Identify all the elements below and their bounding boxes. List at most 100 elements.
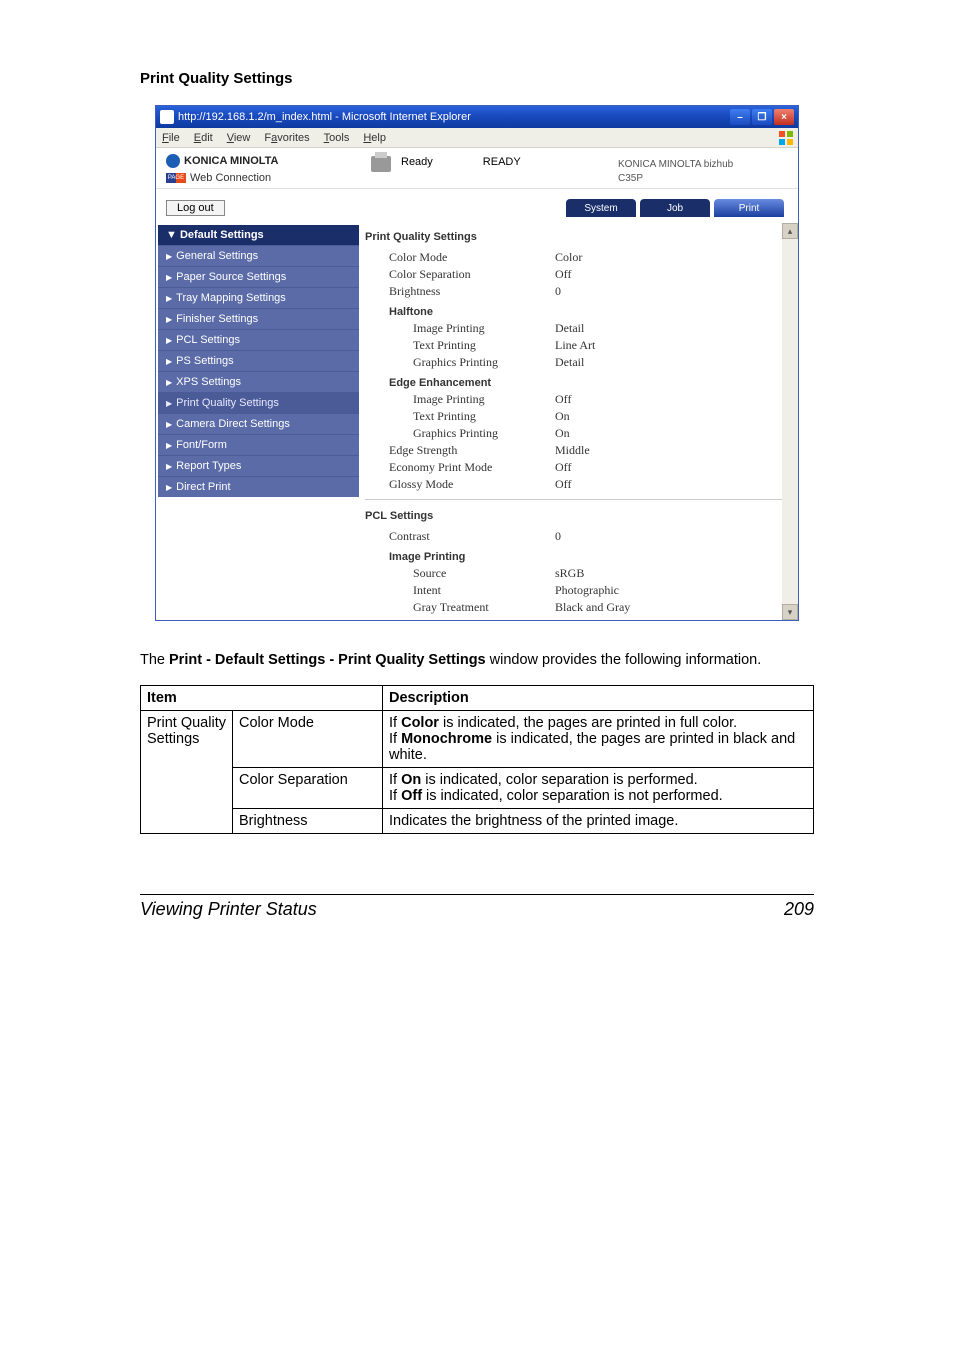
sidebar-item-ps[interactable]: ▶PS Settings <box>158 350 359 371</box>
table-header-item: Item <box>141 685 383 710</box>
row-label: Text Printing <box>365 338 555 353</box>
sidebar-item-label: Direct Print <box>176 481 230 493</box>
sidebar-header[interactable]: ▼ Default Settings <box>158 225 359 245</box>
ready-label: Ready <box>401 156 433 168</box>
row-label: Brightness <box>365 284 555 299</box>
tab-print[interactable]: Print <box>714 199 784 217</box>
window-minimize-button[interactable]: – <box>730 109 750 125</box>
table-header-description: Description <box>383 685 814 710</box>
model-line2: C35P <box>618 172 788 186</box>
tab-job[interactable]: Job <box>640 199 710 217</box>
row-value: Off <box>555 267 788 282</box>
table-row: Print Quality Set­tings Color Mode If Co… <box>141 710 814 767</box>
sidebar-item-label: Tray Mapping Settings <box>176 292 286 304</box>
brand: KONICA MINOLTA <box>166 154 371 168</box>
row-value: On <box>555 409 788 424</box>
sidebar-item-xps[interactable]: ▶XPS Settings <box>158 371 359 392</box>
row-label: Source <box>365 566 555 581</box>
page-banner: KONICA MINOLTA PAGE Web Connection Ready… <box>156 148 798 189</box>
sidebar-item-print-quality[interactable]: ▶Print Quality Settings <box>158 392 359 413</box>
menu-favorites[interactable]: Favorites <box>264 132 309 144</box>
menu-help[interactable]: Help <box>363 132 386 144</box>
table-row: Color Separation If On is indicated, col… <box>141 767 814 808</box>
row-value: 0 <box>555 284 788 299</box>
ready-status: READY <box>483 156 521 168</box>
content-pane: Print Quality Settings Color ModeColor C… <box>361 223 798 620</box>
ie-menubar: File Edit View Favorites Tools Help <box>156 128 798 148</box>
row-label: Contrast <box>365 529 555 544</box>
scroll-up-icon[interactable]: ▴ <box>782 223 798 239</box>
menu-view[interactable]: View <box>227 132 251 144</box>
row-label: Graphics Printing <box>365 355 555 370</box>
row-value: Off <box>555 460 788 475</box>
table-desc-cell: If Color is indicated, the pages are pri… <box>383 710 814 767</box>
sidebar-item-font-form[interactable]: ▶Font/Form <box>158 434 359 455</box>
sidebar-item-camera[interactable]: ▶Camera Direct Settings <box>158 413 359 434</box>
menu-edit[interactable]: Edit <box>194 132 213 144</box>
row-label: Edge Strength <box>365 443 555 458</box>
body-paragraph: The Print - Default Settings - Print Qua… <box>140 651 814 671</box>
para-bold: Print - Default Settings - Print Quality… <box>169 652 486 668</box>
sidebar-item-label: Finisher Settings <box>176 313 258 325</box>
sidebar-item-pcl[interactable]: ▶PCL Settings <box>158 329 359 350</box>
logout-button[interactable]: Log out <box>166 200 225 216</box>
description-table: Item Description Print Quality Set­tings… <box>140 685 814 834</box>
pq-section-title: Print Quality Settings <box>365 227 788 249</box>
edge-subhead: Edge Enhancement <box>365 371 788 391</box>
sidebar-item-label: Camera Direct Settings <box>176 418 290 430</box>
row-value: sRGB <box>555 566 788 581</box>
row-label: Image Printing <box>365 321 555 336</box>
sidebar-item-tray-mapping[interactable]: ▶Tray Mapping Settings <box>158 287 359 308</box>
row-value: Detail <box>555 355 788 370</box>
sidebar-item-label: Print Quality Settings <box>176 397 279 409</box>
table-desc-cell: Indicates the brightness of the printed … <box>383 808 814 833</box>
row-label: Color Mode <box>365 250 555 265</box>
page-heading: Print Quality Settings <box>140 70 814 87</box>
row-value: On <box>555 426 788 441</box>
halftone-subhead: Halftone <box>365 300 788 320</box>
model-line1: KONICA MINOLTA bizhub <box>618 158 788 172</box>
menu-tools[interactable]: Tools <box>324 132 350 144</box>
tab-system[interactable]: System <box>566 199 636 217</box>
sidebar-item-label: General Settings <box>176 250 258 262</box>
scroll-down-icon[interactable]: ▾ <box>782 604 798 620</box>
window-maximize-button[interactable]: ❐ <box>752 109 772 125</box>
row-value: Middle <box>555 443 788 458</box>
menu-file[interactable]: File <box>162 132 180 144</box>
row-label: Text Printing <box>365 409 555 424</box>
window-close-button[interactable]: × <box>774 109 794 125</box>
para-text: The <box>140 652 169 668</box>
row-value: Off <box>555 392 788 407</box>
sidebar-item-finisher[interactable]: ▶Finisher Settings <box>158 308 359 329</box>
row-value: Line Art <box>555 338 788 353</box>
row-label: Image Printing <box>365 392 555 407</box>
ie-window: http://192.168.1.2/m_index.html - Micros… <box>155 105 799 621</box>
row-label: Economy Print Mode <box>365 460 555 475</box>
row-label: Graphics Printing <box>365 426 555 441</box>
window-title: http://192.168.1.2/m_index.html - Micros… <box>178 111 730 123</box>
row-value: Detail <box>555 321 788 336</box>
para-text: window provides the following informatio… <box>486 652 762 668</box>
row-value: 0 <box>555 529 788 544</box>
ie-titlebar: http://192.168.1.2/m_index.html - Micros… <box>156 106 798 128</box>
sidebar-item-general[interactable]: ▶General Settings <box>158 245 359 266</box>
table-group-cell: Print Quality Set­tings <box>141 710 233 833</box>
footer-page-number: 209 <box>784 899 814 920</box>
sidebar-item-report[interactable]: ▶Report Types <box>158 455 359 476</box>
sidebar-item-label: Paper Source Settings <box>176 271 286 283</box>
sidebar-item-label: PS Settings <box>176 355 233 367</box>
image-printing-subhead: Image Printing <box>365 545 788 565</box>
table-desc-cell: If On is indicated, color separation is … <box>383 767 814 808</box>
row-label: Intent <box>365 583 555 598</box>
printer-icon <box>371 156 391 172</box>
sidebar-item-direct-print[interactable]: ▶Direct Print <box>158 476 359 497</box>
footer-rule <box>140 894 814 895</box>
sidebar-item-paper-source[interactable]: ▶Paper Source Settings <box>158 266 359 287</box>
row-value: Off <box>555 477 788 492</box>
tab-group: System Job Print <box>566 199 788 217</box>
row-value: Photographic <box>555 583 788 598</box>
brand-text: KONICA MINOLTA <box>184 155 279 167</box>
row-value: Black and Gray <box>555 600 788 615</box>
windows-flag-icon <box>778 130 794 146</box>
scrollbar[interactable]: ▴ ▾ <box>782 223 798 620</box>
